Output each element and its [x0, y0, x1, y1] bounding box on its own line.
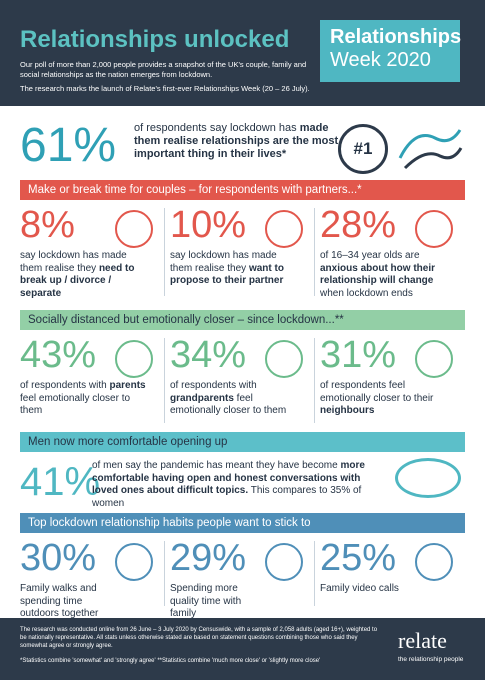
- section-heading: Men now more comfortable opening up: [20, 432, 465, 452]
- icon: [265, 340, 303, 378]
- divider: [164, 338, 165, 423]
- text-part: of men say the pandemic has meant they h…: [92, 460, 341, 471]
- divider: [164, 208, 165, 296]
- stat-text: Family walks and spending time outdoors …: [20, 583, 100, 621]
- section-heading: Top lockdown relationship habits people …: [20, 513, 465, 533]
- hero-stat: 61%: [20, 119, 117, 172]
- icon: [395, 458, 461, 498]
- launch-note: The research marks the launch of Relate'…: [20, 84, 310, 93]
- divider: [314, 208, 315, 296]
- stat: 34%: [170, 334, 247, 376]
- text-part: grandparents: [170, 392, 234, 404]
- stat-text: of 16–34 year olds are anxious about how…: [320, 250, 450, 300]
- stat: 31%: [320, 334, 397, 376]
- stat-text: of respondents with parents feel emotion…: [20, 380, 150, 418]
- stat: 41%: [20, 460, 101, 504]
- stat: 43%: [20, 334, 97, 376]
- section-heading: Make or break time for couples – for res…: [20, 180, 465, 200]
- stat-text: of respondents with grandparents feel em…: [170, 380, 300, 418]
- tagline: the relationship people: [398, 656, 464, 663]
- footer: The research was conducted online from 2…: [0, 618, 485, 680]
- text-part: Spending more quality time with family: [170, 583, 242, 619]
- icon: [115, 340, 153, 378]
- stat-text: say lockdown has made them realise they …: [170, 250, 300, 288]
- text-part: feel emotionally closer to them: [170, 392, 287, 417]
- logo: relate: [398, 628, 447, 653]
- stat: 29%: [170, 537, 247, 579]
- text-part: need to break up / divorce / separate: [20, 262, 135, 299]
- header: Relationships unlocked Our poll of more …: [0, 0, 485, 106]
- footnotes: *Statistics combine 'somewhat' and 'stro…: [20, 658, 321, 664]
- text-part: of respondents feel emotionally closer t…: [320, 380, 434, 404]
- stat-text: of men say the pandemic has meant they h…: [92, 460, 377, 510]
- text-part: of 16–34 year olds are: [320, 250, 420, 261]
- stat: 30%: [20, 537, 97, 579]
- divider: [314, 338, 315, 423]
- stat-text: of respondents feel emotionally closer t…: [320, 380, 450, 418]
- text-part: of respondents say lockdown has: [134, 122, 300, 134]
- text-part: Family walks and spending time outdoors …: [20, 583, 99, 619]
- text-part: Family video calls: [320, 583, 399, 594]
- text-part: when lockdown ends: [320, 287, 413, 299]
- icon: [415, 543, 453, 581]
- stat-text: say lockdown has made them realise they …: [20, 250, 150, 300]
- text-part: This compares to 35% of women: [92, 485, 362, 509]
- text-part: of respondents with: [170, 380, 257, 391]
- badge-line: Week 2020: [330, 49, 431, 71]
- text-part: say lockdown has made them realise they: [170, 250, 277, 274]
- stat: 28%: [320, 204, 397, 246]
- text-part: feel emotionally closer to them: [20, 392, 131, 417]
- intro: Our poll of more than 2,000 people provi…: [20, 60, 307, 79]
- badge-line: Relationships: [330, 26, 462, 48]
- stat: 25%: [320, 537, 397, 579]
- section-heading: Socially distanced but emotionally close…: [20, 310, 465, 330]
- text-part: more comfortable having open and honest …: [92, 460, 365, 496]
- divider: [164, 541, 165, 606]
- icon-hands: [398, 129, 463, 170]
- text-part: parents: [109, 380, 146, 391]
- text-part: made them realise relationships are the …: [134, 122, 339, 160]
- stat-text: Spending more quality time with family: [170, 583, 250, 621]
- hero-badge: #1: [338, 124, 388, 174]
- title: Relationships unlocked: [20, 26, 290, 53]
- badge: Relationships Week 2020: [320, 20, 462, 82]
- icon: [265, 543, 303, 581]
- icon: [415, 340, 453, 378]
- divider: [314, 541, 315, 606]
- icon: [115, 543, 153, 581]
- text-part: anxious about how their relationship wil…: [320, 262, 436, 287]
- text-part: of respondents with: [20, 380, 110, 391]
- stat-text: Family video calls: [320, 583, 400, 596]
- text-part: neighbours: [320, 405, 375, 416]
- icon: [115, 210, 153, 248]
- method-note: The research was conducted online from 2…: [20, 627, 378, 649]
- stat: 8%: [20, 204, 75, 246]
- stat: 10%: [170, 204, 247, 246]
- text-part: say lockdown has made them realise they: [20, 250, 127, 274]
- icon: [415, 210, 453, 248]
- text-part: want to propose to their partner: [170, 262, 284, 287]
- icon: [265, 210, 303, 248]
- hero-text: of respondents say lockdown has made the…: [134, 122, 344, 161]
